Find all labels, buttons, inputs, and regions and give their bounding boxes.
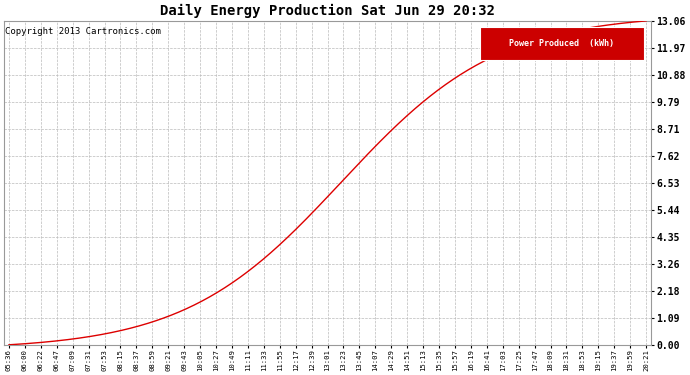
Title: Daily Energy Production Sat Jun 29 20:32: Daily Energy Production Sat Jun 29 20:32 [160, 4, 495, 18]
Text: Copyright 2013 Cartronics.com: Copyright 2013 Cartronics.com [6, 27, 161, 36]
